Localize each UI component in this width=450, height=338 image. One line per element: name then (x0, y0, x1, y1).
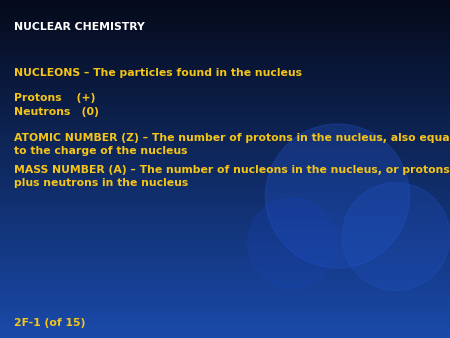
Text: NUCLEONS – The particles found in the nucleus: NUCLEONS – The particles found in the nu… (14, 68, 302, 78)
Text: Protons    (+): Protons (+) (14, 93, 95, 103)
Text: NUCLEAR CHEMISTRY: NUCLEAR CHEMISTRY (14, 22, 145, 32)
Text: ATOMIC NUMBER (Z) – The number of protons in the nucleus, also equal
to the char: ATOMIC NUMBER (Z) – The number of proton… (14, 133, 450, 156)
Circle shape (248, 198, 338, 288)
Circle shape (342, 183, 450, 291)
Text: MASS NUMBER (A) – The number of nucleons in the nucleus, or protons
plus neutron: MASS NUMBER (A) – The number of nucleons… (14, 165, 450, 188)
Text: Neutrons   (0): Neutrons (0) (14, 107, 99, 117)
Circle shape (266, 124, 410, 268)
Text: 2F-1 (of 15): 2F-1 (of 15) (14, 318, 86, 328)
